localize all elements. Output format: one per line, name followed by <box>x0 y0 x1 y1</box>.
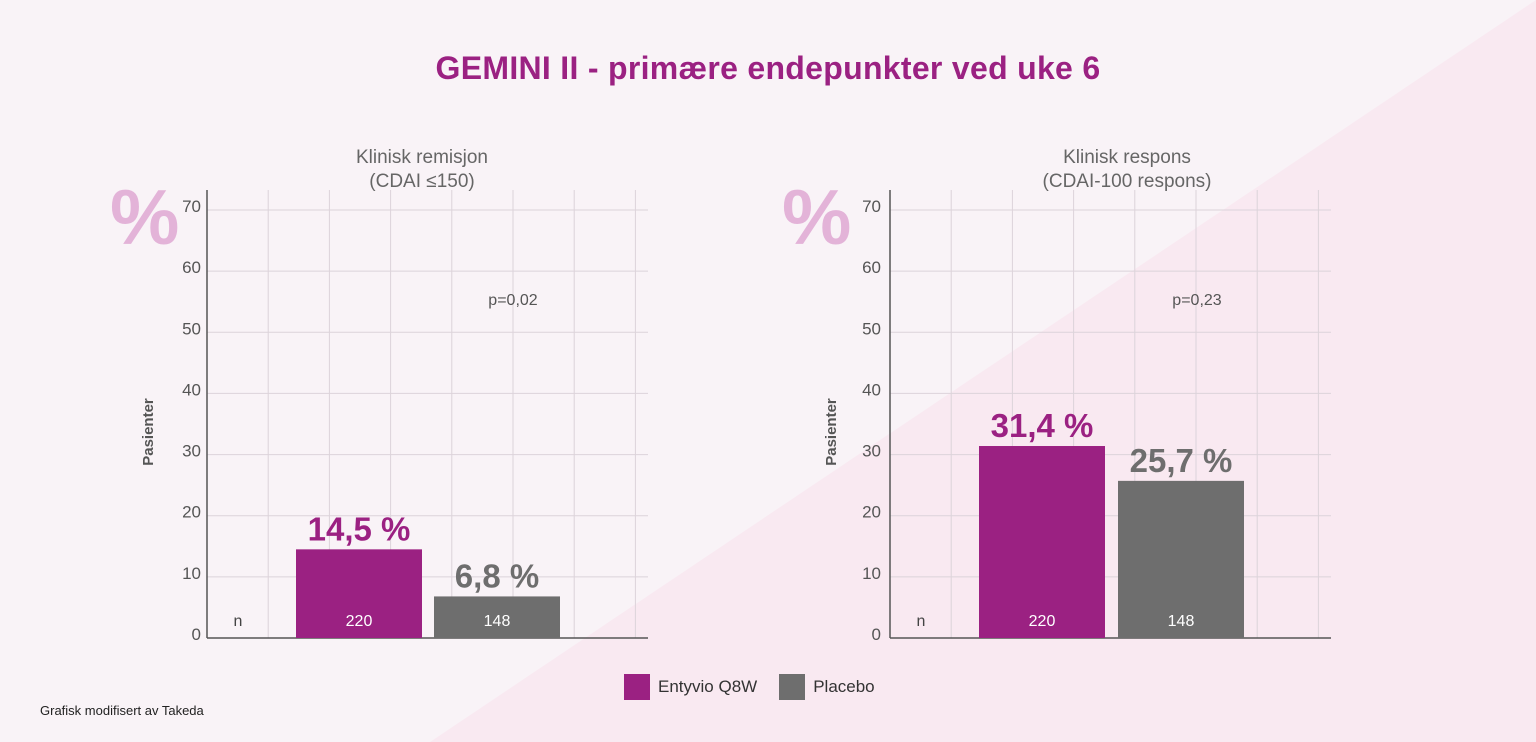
chart-1-ytick-label: 40 <box>182 380 201 399</box>
legend-item-entyvio: Entyvio Q8W <box>624 674 757 700</box>
chart-1-title-line1: Klinisk remisjon <box>356 147 488 168</box>
legend-item-placebo: Placebo <box>779 674 875 700</box>
chart-2-bar-2 <box>1118 480 1244 638</box>
chart-1-percent-symbol: % <box>110 173 180 261</box>
footnote: Grafisk modifisert av Takeda <box>40 703 204 718</box>
legend-label-entyvio: Entyvio Q8W <box>658 677 758 696</box>
legend-label-placebo: Placebo <box>813 677 875 696</box>
chart-2-ytick-label: 20 <box>862 503 881 522</box>
chart-2-ytick-label: 50 <box>862 319 881 338</box>
chart-1-p-value: p=0,02 <box>488 292 537 309</box>
chart-2-ytick-label: 40 <box>862 380 881 399</box>
legend: Entyvio Q8W Placebo <box>624 674 897 700</box>
chart-2-percent-symbol: % <box>782 173 852 261</box>
chart-2-ytick-label: 30 <box>862 442 881 461</box>
chart-1-ytick-label: 0 <box>192 625 201 644</box>
chart-2-n-label: n <box>917 613 926 630</box>
page-title: GEMINI II - primære endepunkter ved uke … <box>435 50 1101 86</box>
chart-2-ytick-label: 0 <box>872 625 881 644</box>
chart-1-bar-2-value-label: 6,8 % <box>455 557 539 594</box>
chart-2-title-line1: Klinisk respons <box>1063 147 1191 168</box>
chart-1-title-line2: (CDAI ≤150) <box>369 171 475 192</box>
chart-2-ylabel: Pasienter <box>823 398 840 466</box>
chart-1-ytick-label: 20 <box>182 503 201 522</box>
chart-1-ylabel: Pasienter <box>140 398 157 466</box>
chart-2-bar-1-n-value: 220 <box>1029 613 1056 630</box>
chart-1-ytick-label: 70 <box>182 197 201 216</box>
chart-1-ytick-label: 30 <box>182 442 201 461</box>
chart-2-bar-2-n-value: 148 <box>1168 613 1195 630</box>
chart-1-bar-2-n-value: 148 <box>484 613 511 630</box>
chart-1-bar-1-n-value: 220 <box>346 613 373 630</box>
chart-2-ytick-label: 70 <box>862 197 881 216</box>
chart-2-title: Klinisk respons (CDAI-100 respons) <box>907 146 1347 194</box>
chart-1-ytick-label: 60 <box>182 258 201 277</box>
chart-1-title: Klinisk remisjon (CDAI ≤150) <box>202 146 642 194</box>
chart-2-ytick-label: 10 <box>862 564 881 583</box>
chart-1-n-label: n <box>234 613 243 630</box>
legend-swatch-entyvio <box>624 674 650 700</box>
chart-2-bar-1 <box>979 446 1105 638</box>
chart-1-bar-1-value-label: 14,5 % <box>308 510 411 547</box>
chart-2-bar-2-value-label: 25,7 % <box>1130 442 1233 479</box>
chart-1-ytick-label: 10 <box>182 564 201 583</box>
chart-2-p-value: p=0,23 <box>1172 292 1221 309</box>
chart-2-ytick-label: 60 <box>862 258 881 277</box>
chart-1-bar-2 <box>434 596 560 638</box>
background-diagonal <box>430 0 1536 742</box>
legend-swatch-placebo <box>779 674 806 700</box>
chart-2-title-line2: (CDAI-100 respons) <box>1042 171 1212 192</box>
chart-2-bar-1-value-label: 31,4 % <box>991 407 1094 444</box>
chart-1-ytick-label: 50 <box>182 319 201 338</box>
chart-1-bar-1 <box>296 549 422 638</box>
